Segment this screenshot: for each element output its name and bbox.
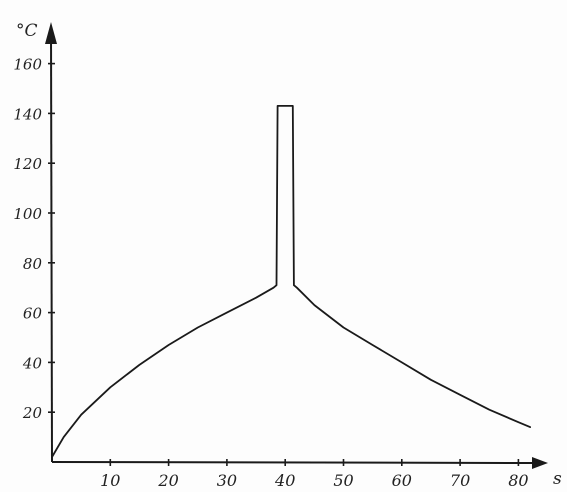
y-tick-label-40: 40 bbox=[22, 354, 43, 372]
x-tick-label-80: 80 bbox=[508, 471, 528, 490]
temperature-curve-0 bbox=[51, 105, 531, 458]
series-layer bbox=[51, 105, 531, 458]
x-tick-label-30: 30 bbox=[217, 471, 237, 490]
y-axis-arrow bbox=[45, 22, 57, 44]
y-tick-label-60: 60 bbox=[23, 305, 43, 323]
x-axis-line bbox=[51, 461, 539, 464]
y-tick-label-160: 160 bbox=[13, 56, 42, 74]
y-axis-line bbox=[50, 27, 53, 463]
axes bbox=[45, 22, 548, 469]
x-tick-label-10: 10 bbox=[100, 471, 120, 490]
x-tick-label-40: 40 bbox=[274, 471, 295, 490]
y-tick-label-100: 100 bbox=[13, 205, 42, 223]
tick-marks bbox=[48, 62, 520, 466]
y-tick-label-120: 120 bbox=[13, 155, 42, 173]
x-axis-label: s bbox=[553, 469, 562, 489]
y-tick-label-80: 80 bbox=[23, 255, 43, 273]
y-tick-label-140: 140 bbox=[13, 105, 42, 123]
x-tick-label-70: 70 bbox=[450, 471, 470, 490]
y-axis-label: °C bbox=[16, 21, 38, 41]
y-tick-label-20: 20 bbox=[22, 404, 43, 422]
x-tick-label-60: 60 bbox=[392, 471, 412, 490]
tick-labels: 20 40 60 80 100 120 140 160 10 20 30 40 50 60 70 80 bbox=[13, 56, 528, 490]
x-tick-label-20: 20 bbox=[157, 471, 178, 490]
x-tick-label-50: 50 bbox=[333, 471, 353, 490]
x-axis-arrow bbox=[532, 457, 548, 469]
